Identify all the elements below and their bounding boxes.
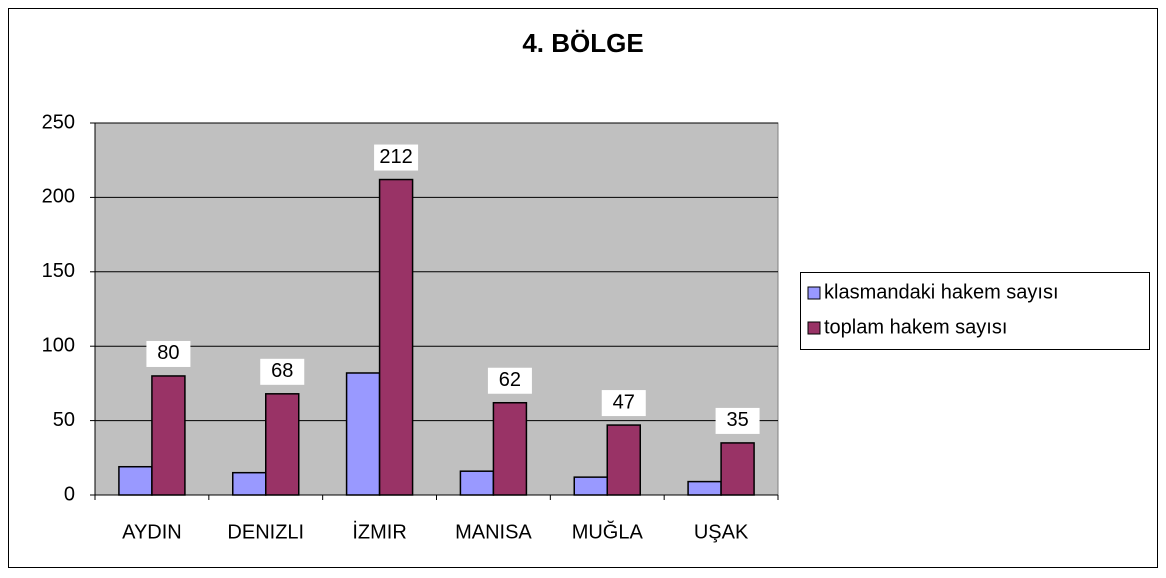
x-tick-label: İZMIR (352, 520, 406, 543)
bar (573, 476, 608, 496)
data-label: 212 (379, 146, 412, 168)
y-tick-label: 100 (42, 334, 75, 356)
data-label-bg (260, 358, 305, 385)
data-label-bg (601, 390, 646, 417)
bar (720, 442, 755, 496)
data-label-bg (487, 367, 532, 394)
x-tick-label: UŞAK (694, 521, 749, 543)
legend-label: klasmandaki hakem sayısı (824, 281, 1059, 303)
y-tick-label: 250 (42, 111, 75, 133)
legend-label: toplam hakem sayısı (824, 316, 1007, 338)
bar (345, 372, 381, 496)
bar (378, 178, 414, 496)
data-label: 35 (726, 409, 748, 431)
bar (459, 470, 495, 496)
data-label: 62 (499, 369, 521, 391)
y-tick-label: 150 (42, 260, 75, 282)
data-label-bg (146, 340, 191, 367)
x-tick-label: AYDIN (122, 521, 182, 543)
y-tick-label: 50 (53, 409, 75, 431)
bar (232, 471, 267, 496)
chart-title: 4. BÖLGE (522, 28, 643, 58)
legend-swatch (807, 286, 821, 300)
bar (687, 480, 722, 496)
legend-box (800, 272, 1150, 350)
y-tick-label: 200 (42, 186, 75, 208)
bar (265, 393, 300, 496)
bar (118, 465, 153, 496)
x-tick-label: DENIZLI (227, 521, 304, 543)
data-label: 68 (271, 360, 293, 382)
data-label: 47 (613, 391, 635, 413)
bar (151, 375, 186, 496)
legend-swatch (807, 321, 821, 335)
y-tick-label: 0 (64, 483, 75, 505)
data-label-bg (715, 407, 760, 434)
x-tick-label: MUĞLA (572, 520, 644, 543)
x-tick-label: MANISA (455, 521, 532, 543)
bar (492, 401, 528, 496)
bar (606, 424, 641, 496)
plot-area (94, 122, 779, 496)
data-label: 80 (157, 342, 179, 364)
data-label-bg (374, 144, 419, 171)
